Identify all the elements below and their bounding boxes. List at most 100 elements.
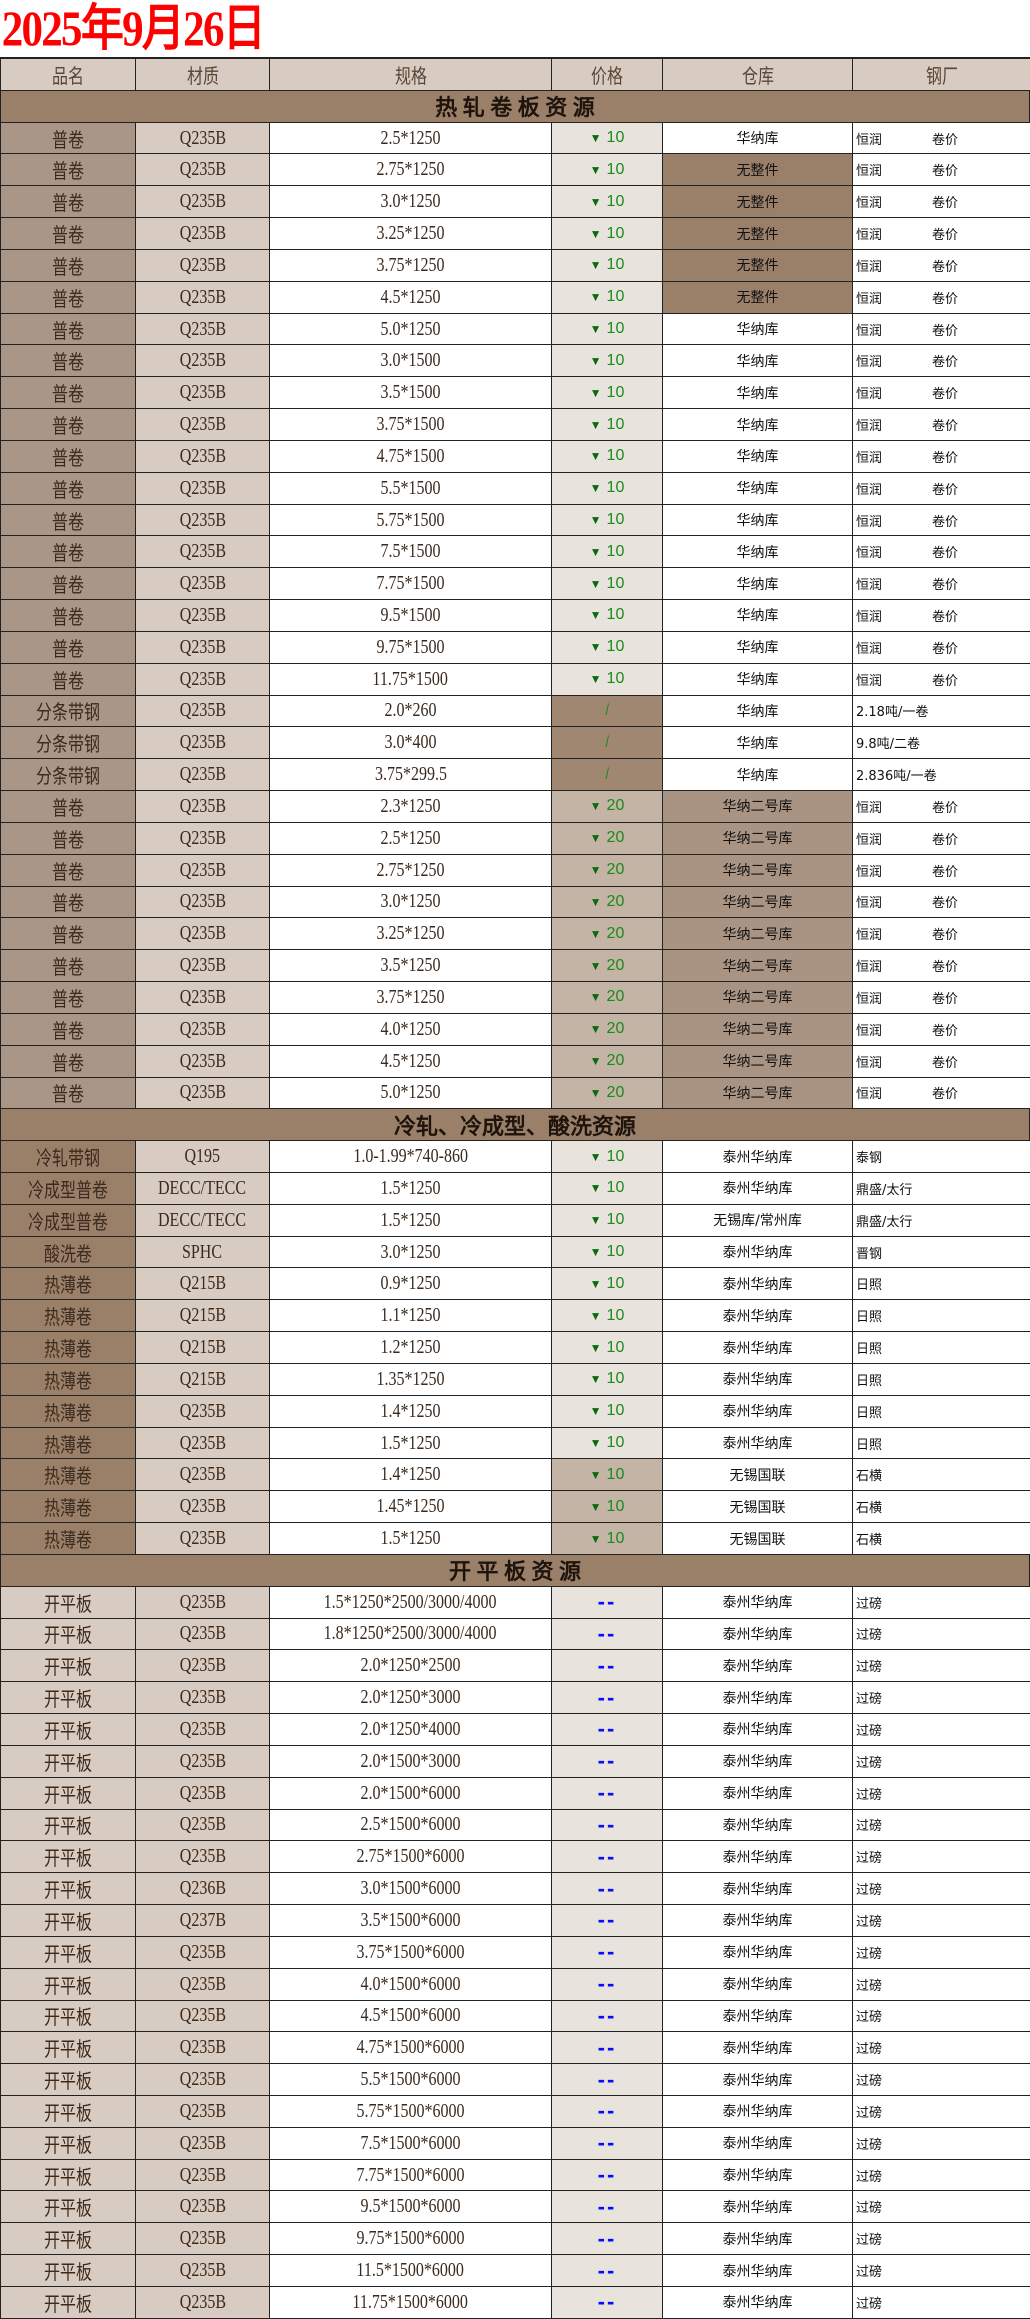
warehouse: 华纳库 xyxy=(736,576,779,593)
mill: 过磅 xyxy=(856,1755,883,1771)
table-row: 热薄卷 Q235B 1.5*1250 ▼ 10 泰州华纳库 日照 xyxy=(1,1427,1030,1460)
product-name: 开平板 xyxy=(44,2071,92,2094)
price-cell: / xyxy=(552,759,663,792)
price-change: 10 xyxy=(606,1465,625,1483)
material: Q235B xyxy=(179,1495,226,1518)
material: Q215B xyxy=(179,1367,226,1390)
down-arrow-icon: ▼ xyxy=(589,226,602,241)
table-row: 开平板 Q237B 3.5*1500*6000 -- 泰州华纳库 过磅 xyxy=(1,1905,1030,1937)
material: Q235B xyxy=(179,2227,226,2250)
spec: 1.5*1250 xyxy=(380,1208,441,1231)
product-name: 酸洗卷 xyxy=(44,1243,92,1266)
table-row: 酸洗卷 SPHC 3.0*1250 ▼ 10 泰州华纳库 晋钢 xyxy=(1,1236,1030,1269)
table-row: 普卷 Q235B 5.0*1250 ▼ 20 华纳二号库 恒润 卷价 xyxy=(1,1077,1030,1110)
mill-cell: 恒润 卷价 xyxy=(853,855,1030,887)
material: Q235B xyxy=(179,1081,226,1104)
mill-cell: 过磅 xyxy=(853,1619,1030,1651)
price-note: 卷价 xyxy=(932,291,959,307)
header-warehouse: 仓库 xyxy=(663,59,853,91)
no-price-dash: -- xyxy=(597,1620,617,1646)
price-note: 卷价 xyxy=(932,164,959,180)
warehouse-cell: 泰州华纳库 xyxy=(663,2096,853,2128)
warehouse-cell: 无整件 xyxy=(663,249,853,282)
warehouse: 华纳二号库 xyxy=(722,799,793,816)
warehouse: 华纳二号库 xyxy=(722,926,793,943)
product-name-cell: 普卷 xyxy=(1,886,136,919)
product-name-cell: 开平板 xyxy=(1,2064,136,2096)
warehouse-cell: 泰州华纳库 xyxy=(663,2286,853,2319)
table-row: 普卷 Q235B 9.75*1500 ▼ 10 华纳库 恒润 卷价 xyxy=(1,631,1030,664)
spec-cell: 9.5*1500 xyxy=(270,600,552,632)
warehouse-cell: 无锡国联 xyxy=(663,1491,853,1524)
product-name: 分条带钢 xyxy=(36,702,100,725)
material-cell: Q235B xyxy=(136,1077,270,1110)
price-note: 卷价 xyxy=(932,546,959,562)
table-row: 普卷 Q235B 2.5*1250 ▼ 10 华纳库 恒润 卷价 xyxy=(1,122,1030,155)
price-note: 卷价 xyxy=(932,609,959,625)
mill-cell: 恒润 卷价 xyxy=(853,282,1030,314)
material-cell: Q235B xyxy=(136,1618,270,1651)
product-name: 普卷 xyxy=(52,988,84,1011)
warehouse-cell: 无锡库/常州库 xyxy=(663,1204,853,1237)
warehouse-cell: 无整件 xyxy=(663,281,853,314)
product-name: 普卷 xyxy=(52,511,84,534)
price-change: 10 xyxy=(606,320,625,338)
mill: 恒润 xyxy=(856,578,883,594)
down-arrow-icon: ▼ xyxy=(589,162,602,177)
product-name: 开平板 xyxy=(44,2262,92,2285)
spec-cell: 2.0*1250*4000 xyxy=(270,1714,552,1746)
spec-cell: 1.1*1250 xyxy=(270,1300,552,1333)
mill-cell: 日照 xyxy=(853,1428,1030,1460)
mill: 恒润 xyxy=(856,196,883,212)
no-price-dash: -- xyxy=(597,1780,617,1806)
warehouse-cell: 华纳库 xyxy=(663,536,853,569)
spec: 5.0*1250 xyxy=(380,317,441,340)
mill-cell: 恒润 卷价 xyxy=(853,377,1030,410)
price-cell: ▼ 20 xyxy=(552,886,663,919)
material-cell: Q195 xyxy=(136,1141,270,1173)
price-cell: -- xyxy=(552,2286,663,2319)
warehouse: 泰州华纳库 xyxy=(722,1849,793,1866)
warehouse: 华纳二号库 xyxy=(722,958,793,975)
product-name-cell: 冷轧带钢 xyxy=(1,1141,136,1173)
warehouse-cell: 华纳二号库 xyxy=(663,822,853,855)
mill: 过磅 xyxy=(856,2233,883,2249)
table-row: 冷成型普卷 DECC/TECC 1.5*1250 ▼ 10 无锡库/常州库 鼎盛/太行 xyxy=(1,1204,1030,1237)
product-name-cell: 普卷 xyxy=(1,377,136,410)
product-name: 开平板 xyxy=(44,2166,92,2189)
price-cell: ▼ 10 xyxy=(552,600,663,632)
warehouse-cell: 泰州华纳库 xyxy=(663,1809,853,1842)
material: Q235B xyxy=(179,317,226,340)
mill: 2.836吨/一卷 xyxy=(856,769,937,785)
spec-cell: 3.75*299.5 xyxy=(270,759,552,792)
down-arrow-icon: ▼ xyxy=(589,1404,602,1419)
spec-cell: 1.5*1250 xyxy=(270,1427,552,1460)
price-slash: / xyxy=(605,701,609,719)
material: Q235B xyxy=(179,253,226,276)
table-row: 热薄卷 Q235B 1.45*1250 ▼ 10 无锡国联 石横 xyxy=(1,1491,1030,1524)
mill: 恒润 xyxy=(856,609,883,625)
material: Q235B xyxy=(179,826,226,849)
material-cell: Q235B xyxy=(136,631,270,664)
warehouse: 华纳二号库 xyxy=(722,831,793,848)
spec-cell: 2.0*260 xyxy=(270,695,552,728)
material: Q215B xyxy=(179,1272,226,1295)
price-change: 10 xyxy=(606,1274,625,1292)
product-name: 开平板 xyxy=(44,1816,92,1839)
mill-cell: 恒润 卷价 xyxy=(853,918,1030,951)
mill: 过磅 xyxy=(856,2296,883,2312)
warehouse: 华纳二号库 xyxy=(722,1085,793,1102)
down-arrow-icon: ▼ xyxy=(589,290,602,305)
warehouse-cell: 华纳库 xyxy=(663,759,853,792)
product-name: 普卷 xyxy=(52,829,84,852)
warehouse: 泰州华纳库 xyxy=(722,1245,793,1262)
warehouse-cell: 泰州华纳库 xyxy=(663,1363,853,1396)
warehouse-cell: 华纳库 xyxy=(663,122,853,155)
warehouse-cell: 无整件 xyxy=(663,218,853,250)
price-cell: ▼ 10 xyxy=(552,663,663,696)
warehouse: 泰州华纳库 xyxy=(722,2263,793,2280)
material-cell: Q235B xyxy=(136,1045,270,1078)
warehouse-cell: 泰州华纳库 xyxy=(663,1682,853,1715)
spec-cell: 7.75*1500 xyxy=(270,568,552,601)
material-cell: Q235B xyxy=(136,1682,270,1715)
